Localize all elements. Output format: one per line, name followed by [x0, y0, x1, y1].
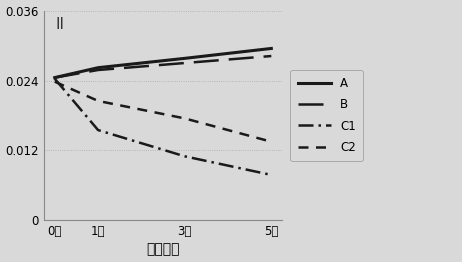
A	[52, 76, 57, 79]
Line: C2: C2	[55, 82, 271, 142]
C1	[95, 128, 101, 132]
B	[52, 76, 57, 79]
A	[182, 57, 188, 60]
C1	[268, 173, 274, 177]
C1	[182, 155, 188, 158]
B	[95, 68, 101, 72]
Line: B: B	[55, 56, 271, 78]
C2	[182, 117, 188, 120]
C2	[95, 99, 101, 102]
A	[268, 47, 274, 50]
C1	[52, 77, 57, 80]
B	[268, 54, 274, 58]
C2	[268, 140, 274, 143]
A	[95, 66, 101, 69]
Text: II: II	[56, 17, 65, 32]
X-axis label: 锻炼次数: 锻炼次数	[146, 242, 180, 256]
Line: A: A	[55, 48, 271, 78]
Legend: A, B, C1, C2: A, B, C1, C2	[291, 70, 363, 161]
Line: C1: C1	[55, 79, 271, 175]
C2	[52, 80, 57, 83]
B	[182, 62, 188, 65]
